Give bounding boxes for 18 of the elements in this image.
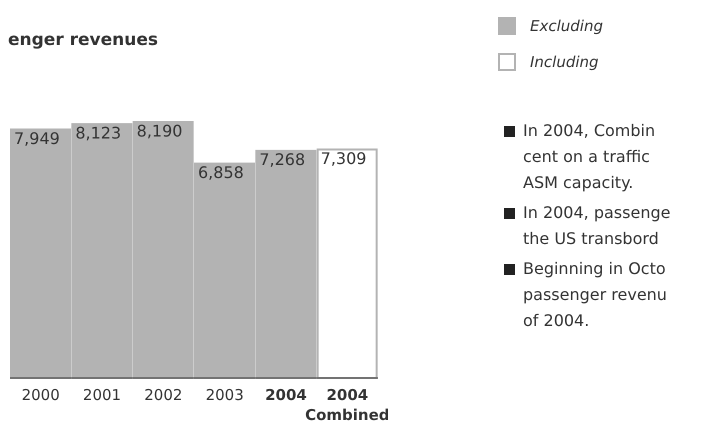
data-label: 7,309 bbox=[320, 148, 366, 168]
text: In 2004, Combin cent on a traffic ASM capacity. bbox=[523, 120, 656, 194]
x-tick-label: 2002 bbox=[144, 386, 182, 404]
x-tick-label: 2000 bbox=[22, 386, 60, 404]
x-tick-label: 2003 bbox=[206, 386, 244, 404]
legend-label: Excluding bbox=[529, 16, 603, 37]
data-label: 7,268 bbox=[259, 150, 306, 170]
text: Beginning in Octo passenger revenu of 2004. bbox=[523, 258, 667, 332]
data-label: 6,858 bbox=[198, 162, 244, 182]
x-tick-label: 2001 bbox=[82, 386, 122, 404]
chart-title: enger revenues bbox=[8, 30, 158, 50]
legend-label: Including bbox=[529, 52, 600, 73]
data-label: 7,949 bbox=[14, 128, 60, 148]
x-tick-label: 2004 Combined bbox=[305, 386, 390, 424]
text: In 2004, passenge the US transbord bbox=[523, 202, 670, 250]
data-label: 8,190 bbox=[136, 121, 182, 140]
data-label: 8,123 bbox=[75, 123, 122, 142]
x-tick-label: 2004 bbox=[265, 386, 307, 404]
